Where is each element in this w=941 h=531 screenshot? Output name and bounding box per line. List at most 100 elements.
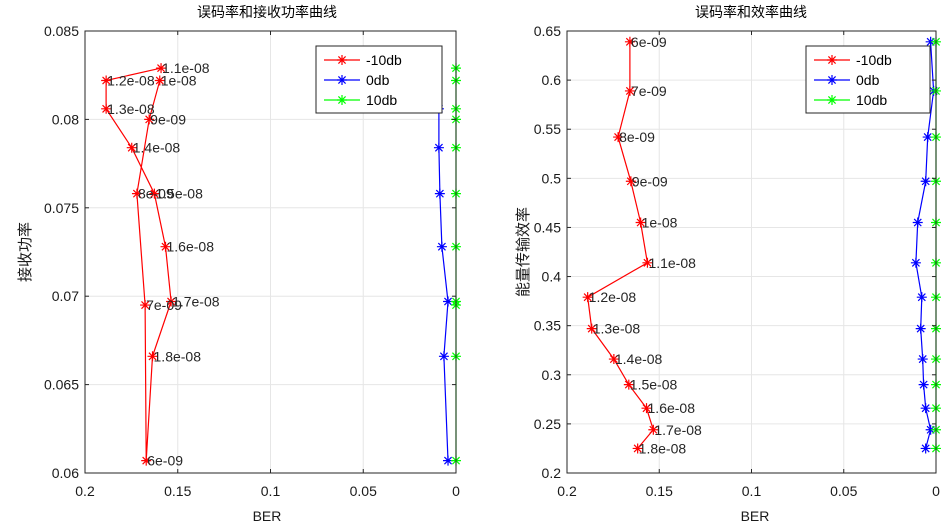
data-point--10db: [641, 403, 652, 414]
data-label: 1.1e-08: [162, 60, 210, 76]
legend-label: 10db: [366, 92, 397, 108]
data-label: 7e-09: [146, 297, 182, 313]
data-label: 6e-09: [147, 453, 183, 469]
data-point--10db: [635, 217, 646, 228]
x-axis-label: BER: [253, 508, 282, 524]
data-point-0db: [925, 424, 936, 435]
data-point-0db: [910, 257, 921, 268]
chart-title: 误码率和效率曲线: [695, 4, 807, 21]
data-label: 1.6e-08: [167, 239, 215, 255]
data-label: 8e-09: [619, 129, 655, 145]
data-point--10db: [160, 241, 171, 252]
data-point--10db: [101, 103, 112, 114]
data-point--10db: [642, 257, 653, 268]
data-point--10db: [154, 75, 165, 86]
legend-marker-0db: [827, 75, 837, 85]
data-point-0db: [922, 132, 933, 143]
legend-marker--10db: [337, 55, 347, 65]
y-tick-label: 0.07: [52, 288, 79, 304]
data-point-0db: [433, 142, 444, 153]
data-point-0db: [918, 379, 929, 390]
legend-label: 10db: [856, 92, 887, 108]
data-label: 9e-09: [150, 111, 186, 127]
data-point--10db: [586, 323, 597, 334]
x-tick-label: 0.1: [742, 483, 762, 499]
data-label: 1.7e-08: [654, 422, 702, 438]
y-tick-label: 0.65: [534, 23, 561, 39]
data-label: 9e-09: [632, 173, 668, 189]
data-point-0db: [436, 241, 447, 252]
data-point--10db: [131, 188, 142, 199]
data-point-0db: [443, 455, 454, 466]
data-point-0db: [920, 403, 931, 414]
y-tick-label: 0.065: [44, 377, 79, 393]
data-label: 7e-09: [631, 83, 667, 99]
data-label: 8e-09: [138, 186, 174, 202]
data-point--10db: [147, 351, 158, 362]
data-point--10db: [101, 75, 112, 86]
y-tick-label: 0.08: [52, 111, 79, 127]
data-point--10db: [624, 85, 635, 96]
x-tick-label: 0.1: [261, 483, 281, 499]
data-point--10db: [166, 296, 177, 307]
y-tick-label: 0.55: [534, 121, 561, 137]
x-tick-label: 0: [452, 483, 460, 499]
legend-label: 0db: [366, 72, 390, 88]
x-tick-label: 0.2: [75, 483, 95, 499]
data-point--10db: [648, 424, 659, 435]
data-label: 6e-09: [631, 34, 667, 50]
data-label: 1.3e-08: [593, 321, 641, 337]
data-point-0db: [434, 188, 445, 199]
y-tick-label: 0.085: [44, 23, 79, 39]
data-point-0db: [925, 36, 936, 47]
data-label: 1.2e-08: [589, 289, 637, 305]
x-axis-label: BER: [741, 508, 770, 524]
y-tick-label: 0.06: [52, 465, 79, 481]
data-label: 1.2e-08: [107, 73, 155, 89]
data-label: 1.5e-08: [630, 377, 678, 393]
data-point--10db: [613, 132, 624, 143]
data-point-0db: [915, 323, 926, 334]
x-tick-label: 0.05: [350, 483, 377, 499]
data-point--10db: [140, 300, 151, 311]
data-label: 1.1e-08: [648, 255, 696, 271]
x-tick-label: 0.2: [557, 483, 577, 499]
x-tick-label: 0.05: [830, 483, 857, 499]
data-label: 1.4e-08: [133, 140, 181, 156]
data-point-0db: [443, 296, 454, 307]
data-point-0db: [920, 443, 931, 454]
legend-label: -10db: [366, 52, 402, 68]
x-tick-label: 0: [932, 483, 940, 499]
data-label: 1.4e-08: [615, 351, 663, 367]
data-point--10db: [623, 379, 634, 390]
y-tick-label: 0.45: [534, 219, 561, 235]
data-point--10db: [126, 142, 137, 153]
chart-efficiency: 误码率和效率曲线 6e-09 7e-09 8e-09 9e-09 1e-08 1.1e-0…: [514, 4, 941, 524]
legend-marker-10db: [337, 95, 347, 105]
data-label: 1.8e-08: [639, 440, 687, 456]
legend-marker-0db: [337, 75, 347, 85]
y-tick-label: 0.3: [542, 367, 562, 383]
legend-label: 0db: [856, 72, 880, 88]
legend: -10db 0db 10db: [805, 45, 931, 114]
y-axis-label: 接收功率: [16, 222, 34, 282]
y-tick-label: 0.4: [542, 269, 562, 285]
data-label: 1.3e-08: [107, 101, 155, 117]
series-line-0db: [434, 68, 449, 461]
y-tick-label: 0.25: [534, 416, 561, 432]
data-point-0db: [916, 292, 927, 303]
data-point-0db: [912, 217, 923, 228]
y-tick-label: 0.6: [542, 72, 562, 88]
data-point--10db: [632, 443, 643, 454]
data-point--10db: [625, 176, 636, 187]
legend-marker--10db: [827, 55, 837, 65]
data-point--10db: [608, 354, 619, 365]
data-label: 1.8e-08: [154, 348, 202, 364]
legend: -10db 0db 10db: [315, 45, 443, 114]
data-label: 1.5e-08: [155, 186, 203, 202]
y-tick-label: 0.35: [534, 318, 561, 334]
data-point--10db: [582, 292, 593, 303]
y-tick-label: 0.2: [542, 465, 562, 481]
y-tick-label: 0.5: [542, 170, 562, 186]
